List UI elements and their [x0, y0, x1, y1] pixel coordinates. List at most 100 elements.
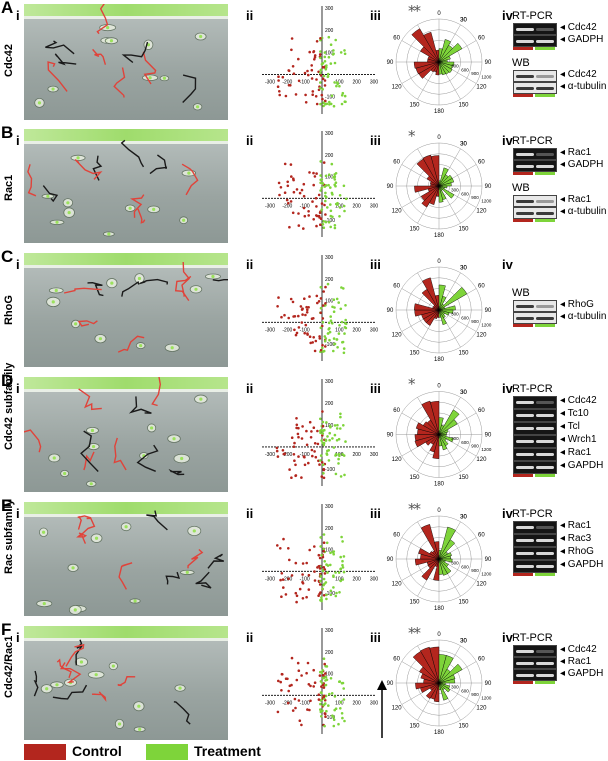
- treatment-point: [331, 550, 335, 554]
- control-point: [290, 683, 293, 687]
- rose-angle-label: 60: [393, 160, 400, 166]
- control-point: [307, 573, 311, 577]
- control-point: [320, 93, 324, 97]
- treatment-point: [336, 346, 339, 349]
- x-tick-label: -100: [300, 576, 310, 582]
- treatment-point: [334, 453, 338, 456]
- treatment-wedge: [438, 558, 444, 575]
- treatment-point: [338, 206, 342, 209]
- rose-angle-label-right: 90: [485, 557, 492, 563]
- control-point: [297, 212, 300, 215]
- rose-spoke: [401, 288, 440, 311]
- treatment-track: [139, 278, 169, 285]
- control-point: [282, 537, 285, 541]
- rose-panel: 0 30 60 90 120 150 180 30 60 90 120 150 300 600 900 120…: [386, 625, 492, 737]
- treatment-wedge: [438, 61, 453, 74]
- control-point: [290, 574, 294, 577]
- cell-tracks: [33, 639, 191, 733]
- treatment-point: [327, 220, 331, 224]
- rose-angle-label-right: 150: [458, 475, 469, 481]
- treatment-point: [323, 60, 327, 63]
- control-point: [320, 202, 324, 205]
- gel-lane: [513, 521, 557, 534]
- treatment-point: [334, 202, 338, 206]
- row-gene-label: Rac1: [3, 174, 15, 201]
- gel-lane: [513, 547, 557, 560]
- control-track: [47, 61, 68, 92]
- rose-angle-label-right: 30: [460, 639, 467, 645]
- cell-nucleus: [180, 456, 184, 461]
- gel-lane: [513, 422, 557, 435]
- x-tick-label: -300: [265, 700, 275, 706]
- control-point: [277, 79, 280, 82]
- control-point: [312, 426, 316, 429]
- treatment-point: [322, 74, 326, 78]
- treatment-band: [536, 662, 554, 665]
- y-tick-label: 100: [325, 672, 334, 678]
- control-point: [319, 223, 322, 226]
- control-point: [293, 328, 296, 332]
- cell-nucleus: [94, 536, 99, 540]
- rose-radial-label: 1200: [481, 323, 492, 328]
- treatment-point: [335, 439, 339, 442]
- control-point: [301, 580, 304, 584]
- rose-angle-label: 120: [392, 582, 403, 588]
- scratch-band: [24, 626, 228, 638]
- control-point: [315, 214, 318, 217]
- x-tick-label: -100: [300, 80, 310, 86]
- gel-lane-label: ◂ RhoG: [560, 299, 594, 310]
- control-wedge: [421, 400, 440, 435]
- x-tick-label: 200: [352, 80, 361, 86]
- control-track: [92, 48, 107, 65]
- treatment-track: [173, 701, 191, 725]
- treatment-wedge: [438, 539, 456, 560]
- control-track: [117, 675, 136, 687]
- treatment-point: [321, 463, 325, 467]
- control-point: [306, 661, 310, 665]
- treatment-band: [536, 153, 554, 156]
- treatment-point: [334, 571, 337, 574]
- control-point: [276, 85, 280, 88]
- control-point: [321, 65, 325, 69]
- treatment-point: [320, 428, 323, 432]
- rose-radial-label: 900: [471, 692, 479, 697]
- gel-title: WB: [512, 287, 530, 299]
- control-point: [287, 577, 290, 581]
- control-point: [295, 417, 298, 420]
- rose-angle-label-right: 90: [485, 308, 492, 314]
- gel-title: WB: [512, 57, 530, 69]
- rose-angle-label: 30: [460, 639, 467, 645]
- treatment-track: [168, 468, 185, 476]
- x-tick-label: -300: [265, 203, 275, 209]
- treatment-point: [322, 443, 326, 447]
- control-point: [298, 191, 302, 195]
- cell-nucleus: [110, 281, 114, 285]
- rose-angle-label: 180: [434, 606, 445, 612]
- treatment-track: [80, 430, 99, 472]
- control-point: [324, 715, 327, 718]
- control-track: [113, 67, 126, 98]
- control-lane-bar: [513, 172, 533, 175]
- treatment-point: [324, 675, 328, 679]
- control-point: [309, 699, 312, 703]
- control-point: [312, 336, 315, 339]
- control-point: [321, 304, 325, 307]
- rose-angle-label: 180: [434, 233, 445, 239]
- treatment-wedge: [438, 167, 449, 187]
- cell-nucleus: [194, 287, 198, 291]
- control-wedge: [415, 682, 440, 690]
- x-tick-label: 100: [335, 576, 344, 582]
- x-tick-label: -300: [265, 80, 275, 86]
- control-wedge: [414, 558, 440, 566]
- control-point: [312, 218, 315, 221]
- treatment-point: [339, 707, 342, 710]
- rose-radial-label: 600: [461, 440, 469, 445]
- control-point: [307, 73, 310, 77]
- control-point: [322, 694, 326, 698]
- treatment-point: [338, 591, 341, 594]
- control-point: [312, 183, 315, 187]
- treatment-band: [536, 565, 554, 569]
